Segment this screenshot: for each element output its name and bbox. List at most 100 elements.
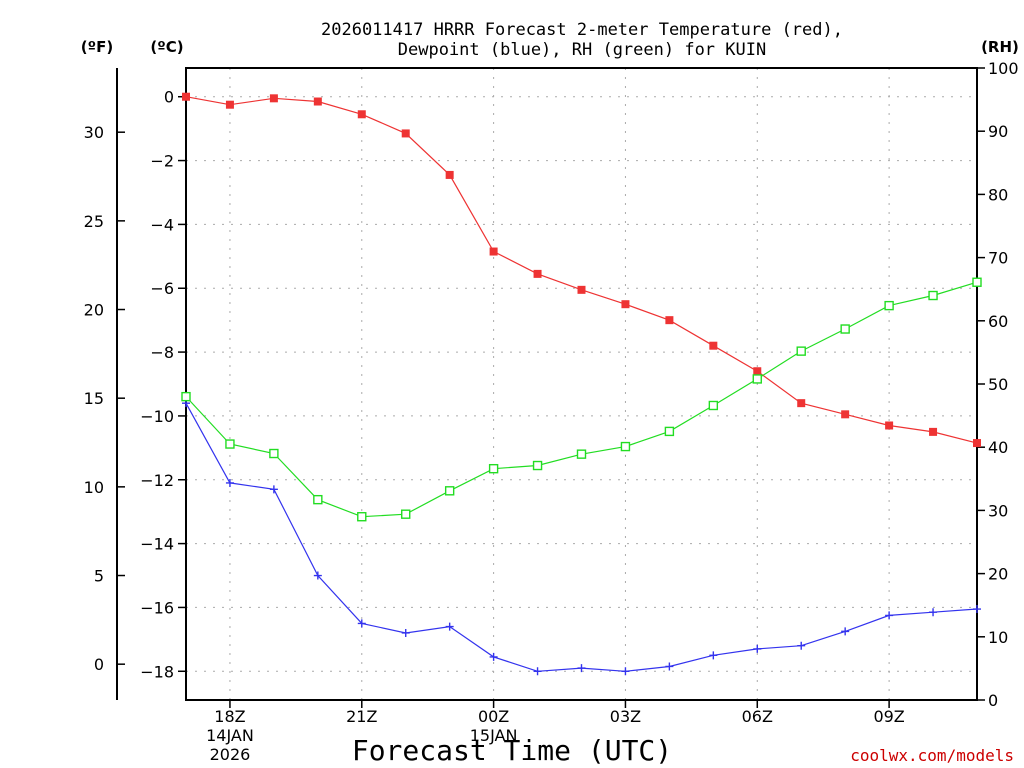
rh-point-17 (928, 290, 938, 301)
fahrenheit-tick-label-0: 30 (84, 123, 104, 142)
celsius-tick-label-6: −12 (140, 471, 174, 490)
x-tick-label-1-0: 21Z (346, 707, 377, 726)
rh-tick-label-5: 50 (988, 375, 1008, 394)
dewpoint-point-7 (489, 652, 498, 661)
temperature-point-7 (489, 247, 498, 256)
rh-tick-label-8: 20 (988, 565, 1008, 584)
rh-point-9 (576, 449, 587, 459)
dewpoint-point-17 (929, 608, 938, 617)
rh-point-6 (444, 486, 455, 496)
dewpoint-point-16 (885, 611, 894, 620)
fahrenheit-tick-label-1: 25 (84, 212, 104, 231)
chart-title-line-1: 2026011417 HRRR Forecast 2-meter Tempera… (321, 20, 843, 40)
chart-title-line-2: Dewpoint (blue), RH (green) for KUIN (398, 40, 766, 60)
rh-point-14 (796, 346, 806, 356)
dewpoint-point-1 (225, 478, 234, 487)
celsius-tick-label-5: −10 (140, 407, 174, 426)
dewpoint-point-5 (401, 628, 410, 637)
x-axis-label: Forecast Time (UTC) (352, 734, 672, 767)
dewpoint-line (185, 402, 978, 672)
rh-point-16 (884, 300, 894, 311)
celsius-unit-label: (ºC) (150, 38, 183, 56)
dewpoint-point-12 (709, 651, 718, 660)
x-tick-label-2-0: 00Z (478, 707, 509, 726)
temperature-point-18 (973, 439, 981, 448)
x-tick-label-3-0: 03Z (610, 707, 641, 726)
celsius-tick-label-8: −16 (140, 598, 174, 617)
temperature-point-13 (753, 367, 762, 376)
temperature-point-10 (621, 300, 630, 309)
dewpoint-point-3 (313, 571, 322, 580)
temperature-line (185, 96, 978, 444)
dewpoint-point-8 (533, 667, 542, 676)
temperature-point-3 (313, 97, 322, 106)
temperature-point-14 (797, 399, 806, 408)
rh-tick-label-9: 10 (988, 628, 1008, 647)
fahrenheit-tick-label-5: 5 (94, 567, 104, 586)
rh-unit-label: (RH) (981, 38, 1019, 56)
rh-point-13 (752, 374, 762, 384)
temperature-point-2 (269, 94, 278, 103)
temperature-point-6 (445, 170, 454, 179)
gridlines (186, 68, 977, 700)
x-tick-label-0-2: 2026 (210, 745, 251, 764)
rh-tick-label-10: 0 (988, 691, 998, 710)
dewpoint-point-4 (357, 619, 366, 628)
temperature-point-1 (225, 100, 234, 109)
temperature-point-11 (665, 316, 674, 325)
rh-point-15 (840, 324, 850, 334)
temperature-point-15 (841, 410, 850, 419)
rh-tick-label-7: 30 (988, 501, 1008, 520)
rh-point-18 (972, 277, 982, 287)
celsius-tick-label-4: −8 (150, 343, 174, 362)
dewpoint-point-6 (445, 622, 454, 631)
rh-tick-label-2: 80 (988, 185, 1008, 204)
rh-point-7 (488, 463, 499, 474)
celsius-tick-label-1: −2 (150, 152, 174, 171)
dewpoint-point-18 (973, 605, 981, 614)
temperature-point-4 (357, 110, 366, 119)
plot-frame (185, 67, 978, 701)
celsius-tick-label-0: 0 (164, 88, 174, 107)
dewpoint-point-10 (621, 667, 630, 676)
temperature-point-8 (533, 269, 542, 278)
rh-tick-label-6: 40 (988, 438, 1008, 457)
dewpoint-point-11 (665, 662, 674, 671)
rh-point-2 (269, 448, 279, 459)
celsius-tick-label-7: −14 (140, 535, 174, 554)
temperature-point-16 (885, 421, 894, 430)
rh-tick-label-0: 100 (988, 59, 1019, 78)
rh-tick-label-4: 60 (988, 312, 1008, 331)
site-credit[interactable]: coolwx.com/models (850, 746, 1014, 765)
fahrenheit-tick-label-6: 0 (94, 655, 104, 674)
rh-point-11 (664, 426, 675, 437)
x-tick-label-4-0: 06Z (742, 707, 773, 726)
celsius-tick-label-3: −6 (150, 279, 174, 298)
temperature-point-17 (929, 427, 938, 436)
celsius-tick-label-9: −18 (140, 662, 174, 681)
rh-point-4 (357, 512, 367, 522)
celsius-tick-label-2: −4 (150, 215, 174, 234)
axes (116, 67, 978, 701)
rh-line (185, 281, 978, 518)
rh-point-8 (532, 460, 543, 471)
data-series (181, 92, 982, 676)
rh-tick-label-3: 70 (988, 249, 1008, 268)
tick-labels: 0−2−4−6−8−10−12−14−16−183025201510501009… (84, 59, 1019, 764)
x-tick-label-0-0: 18Z (214, 707, 245, 726)
dewpoint-point-13 (753, 644, 762, 653)
rh-point-1 (225, 439, 235, 449)
dewpoint-point-2 (269, 485, 278, 494)
dewpoint-point-14 (797, 641, 806, 650)
rh-point-0 (181, 391, 191, 402)
x-tick-label-2-1: 15JAN (470, 726, 518, 745)
rh-point-3 (313, 494, 323, 505)
x-tick-label-5-0: 09Z (873, 707, 904, 726)
rh-tick-label-1: 90 (988, 122, 1008, 141)
temperature-point-9 (577, 285, 586, 294)
rh-point-5 (401, 509, 411, 519)
fahrenheit-tick-label-2: 20 (84, 301, 104, 320)
rh-point-12 (708, 400, 719, 411)
x-tick-label-0-1: 14JAN (206, 726, 254, 745)
